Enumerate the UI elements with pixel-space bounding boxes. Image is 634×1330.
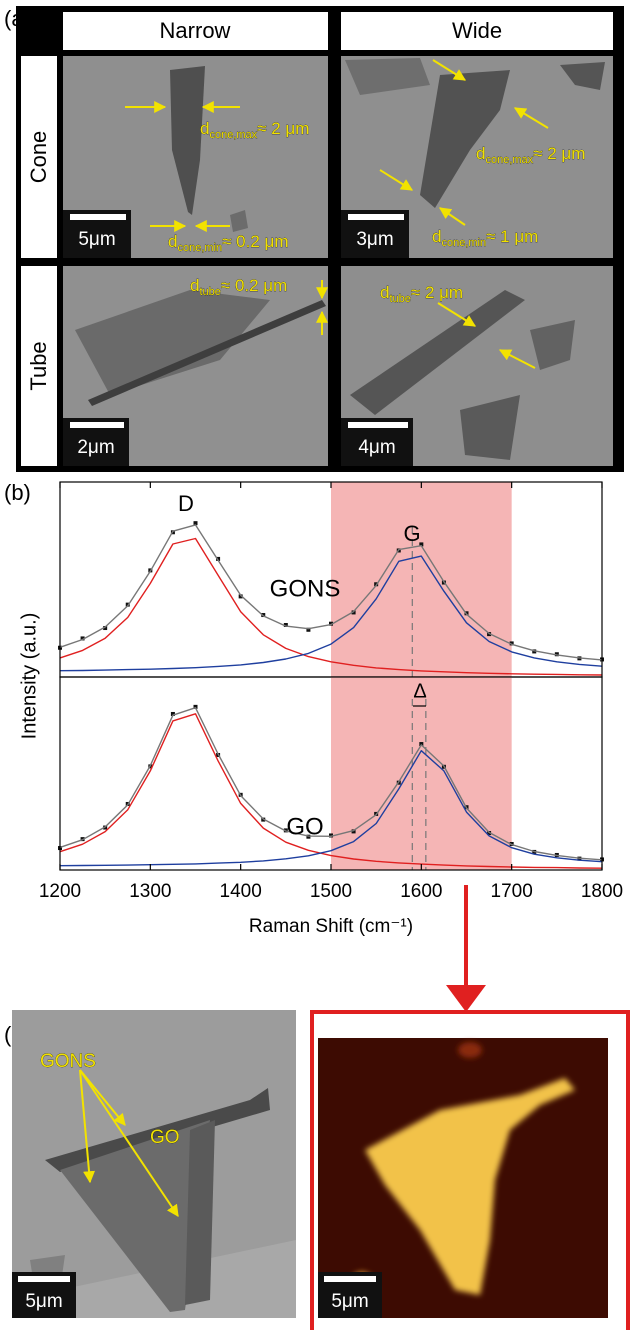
value-text: ≈ 0.2 μm (221, 276, 287, 295)
data-point (103, 626, 108, 631)
scale-bar-label: 5μm (25, 1291, 62, 1312)
x-axis-label: Raman Shift (cm⁻¹) (249, 916, 413, 937)
x-tick-label: 1300 (129, 881, 171, 902)
x-tick-label: 1500 (310, 881, 352, 902)
row-header: Tube (26, 341, 51, 390)
subscript: tube (389, 293, 410, 305)
peak-label: G (403, 521, 420, 546)
column-header: Wide (452, 18, 502, 43)
arrow (439, 207, 466, 226)
annotation: dcone,max≈ 2 μm (200, 119, 309, 140)
x-tick-label: 1600 (400, 881, 442, 902)
value-text: ≈ 2 μm (533, 144, 585, 163)
scale-bar-label: 5μm (78, 229, 115, 250)
data-point (509, 641, 514, 646)
arrow (79, 1069, 126, 1126)
scale-bar-label: 5μm (331, 1291, 368, 1312)
annotation: dcone,min≈ 1 μm (432, 227, 538, 248)
column-header-box (63, 12, 328, 50)
data-point (193, 704, 198, 709)
data-point (170, 711, 175, 716)
y-axis-label: Intensity (a.u.) (18, 613, 40, 740)
x-tick-label: 1700 (491, 881, 533, 902)
annotation: dcone,min≈ 0.2 μm (168, 232, 288, 253)
highlight-band (331, 482, 512, 677)
arrow (437, 302, 477, 327)
region-label: GO (150, 1127, 180, 1148)
arrow (79, 1069, 96, 1184)
fit-curve (59, 555, 603, 672)
micrograph (341, 266, 613, 466)
map-frame (310, 1010, 630, 1330)
optical-image (12, 1010, 296, 1318)
annotation: dtube≈ 2 μm (380, 283, 463, 304)
sample-label: GO (286, 813, 323, 840)
row-header-box (21, 266, 57, 466)
row-header: Cone (26, 131, 51, 184)
fit-curve (59, 524, 603, 661)
value-text: ≈ 2 μm (411, 283, 463, 302)
arrow (432, 59, 467, 81)
fit-curve (59, 537, 603, 676)
subscript: cone,min (177, 242, 222, 254)
symbol: d (200, 119, 209, 138)
scale-bar-label: 4μm (358, 437, 395, 458)
raman-map (318, 1038, 608, 1318)
data-point (283, 623, 288, 627)
symbol: d (168, 232, 177, 251)
symbol: d (380, 283, 389, 302)
region-label: GONS (40, 1051, 96, 1072)
delta-label: Δ (413, 680, 426, 702)
data-point (329, 621, 333, 626)
data-point (419, 742, 424, 747)
symbol: d (190, 276, 199, 295)
subscript: tube (199, 286, 220, 298)
arrow (79, 1069, 179, 1217)
data-point (351, 829, 356, 834)
panel-label: (b) (4, 480, 31, 505)
peak-label: D (178, 491, 194, 516)
arrow (379, 169, 414, 191)
subscript: cone,max (485, 154, 533, 166)
symbol: d (476, 144, 485, 163)
subscript: cone,min (441, 237, 486, 249)
data-point (80, 636, 85, 641)
data-point (351, 610, 356, 615)
scale-bar-label: 3μm (356, 229, 393, 250)
raman-chart: 1200 1300 1400 1500 1600 1700 1800 (39, 481, 623, 902)
arrow (498, 349, 536, 369)
column-header: Narrow (160, 18, 231, 43)
data-point (193, 521, 198, 526)
x-tick-label: 1200 (39, 881, 81, 902)
micrograph (63, 266, 328, 466)
row-header-box (21, 56, 57, 258)
data-point (419, 542, 424, 547)
value-text: ≈ 1 μm (486, 227, 538, 246)
column-header-box (341, 12, 613, 50)
link-arrowhead (446, 985, 486, 1012)
scale-bar-label: 2μm (77, 437, 114, 458)
fit-curve (59, 707, 603, 861)
subscript: cone,max (209, 129, 257, 141)
highlight-band (331, 677, 512, 870)
micrograph (341, 56, 613, 258)
value-text: ≈ 2 μm (257, 119, 309, 138)
annotation: dcone,max≈ 2 μm (476, 144, 585, 165)
x-tick-label: 1400 (220, 881, 262, 902)
symbol: d (432, 227, 441, 246)
data-point (306, 627, 311, 632)
sample-label: GONS (270, 575, 341, 602)
data-point (329, 833, 333, 838)
x-tick-label: 1800 (581, 881, 623, 902)
arrow (513, 107, 549, 129)
data-point (238, 594, 243, 599)
annotation: dtube≈ 0.2 μm (190, 276, 287, 297)
value-text: ≈ 0.2 μm (222, 232, 288, 251)
micrograph (63, 56, 328, 258)
